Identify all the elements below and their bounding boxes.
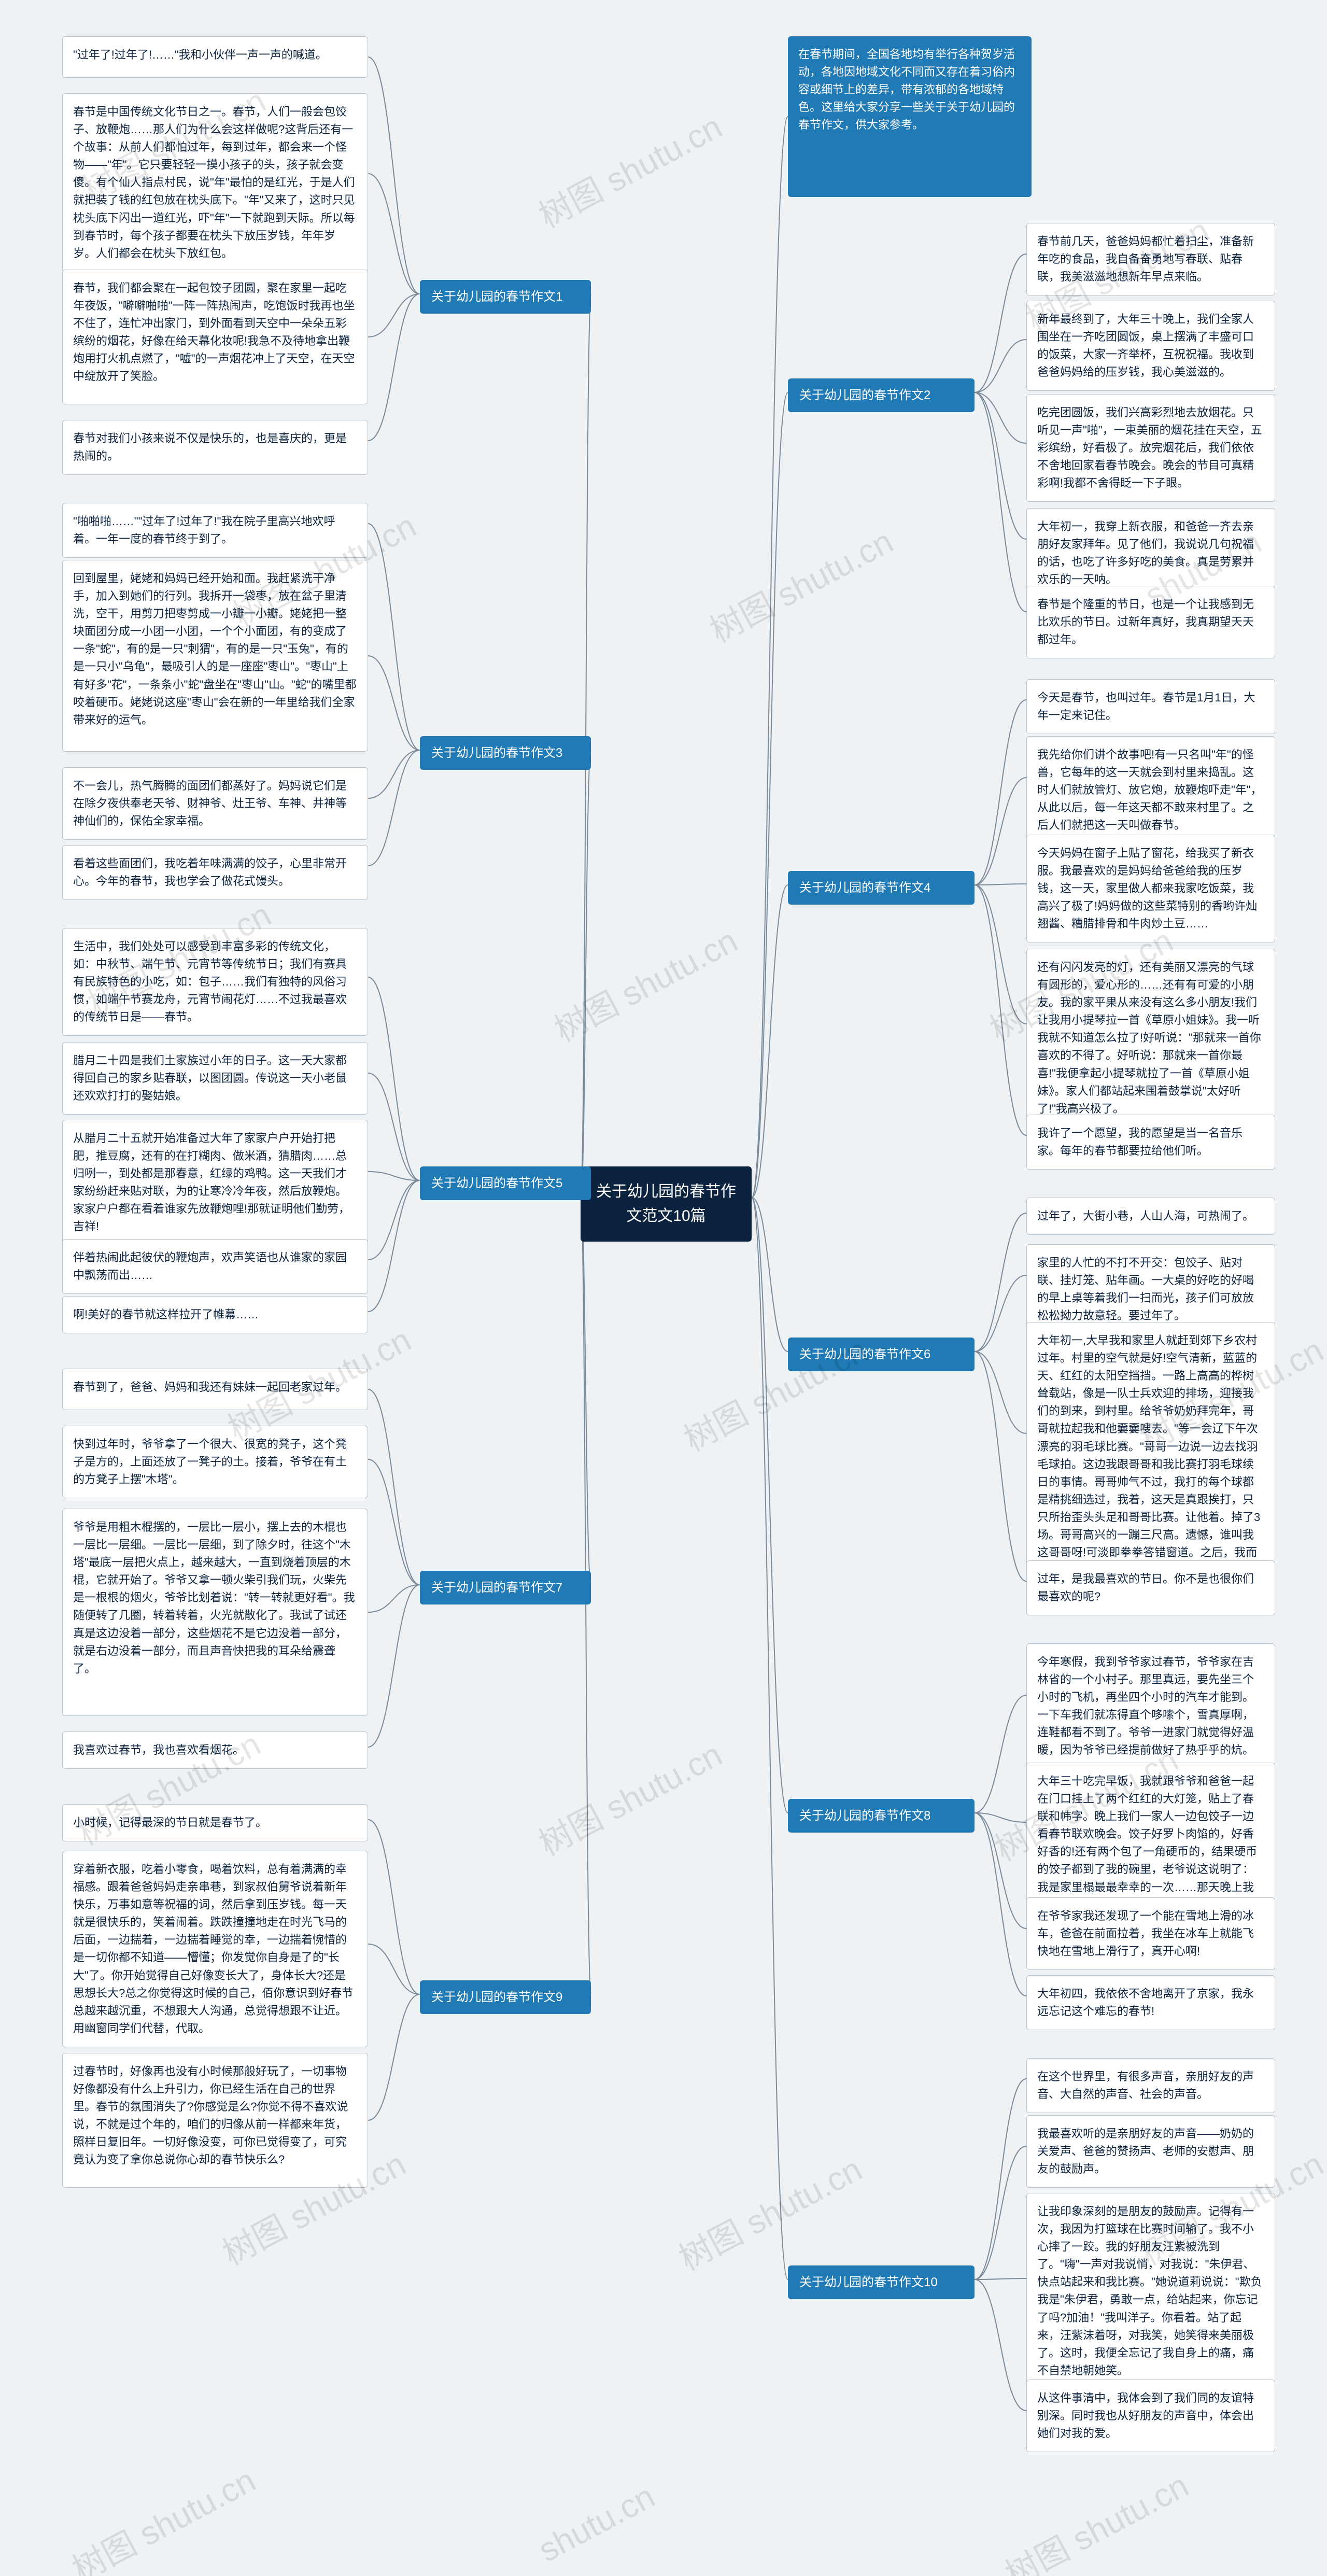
- leaf-left-2-4: 啊!美好的春节就这样拉开了帷幕……: [62, 1296, 368, 1333]
- topic-right-0: 关于幼儿园的春节作文2: [788, 378, 975, 412]
- leaf-right-4-2: 让我印象深刻的是朋友的鼓励声。记得有一次，我因为打篮球在比赛时间输了。我不小心摔…: [1026, 2193, 1275, 2389]
- leaf-left-4-0: 小时候，记得最深的节日就是春节了。: [62, 1804, 368, 1841]
- leaf-right-1-0: 今天是春节，也叫过年。春节是1月1日，大年一定来记住。: [1026, 679, 1275, 734]
- watermark-19: shutu.cn: [532, 2477, 661, 2570]
- leaf-right-2-3: 过年，是我最喜欢的节日。你不是也很你们最喜欢的呢?: [1026, 1560, 1275, 1615]
- topic-right-3: 关于幼儿园的春节作文8: [788, 1799, 975, 1833]
- leaf-left-3-1: 快到过年时，爷爷拿了一个很大、很宽的凳子，这个凳子是方的，上面还放了一凳子的土。…: [62, 1426, 368, 1498]
- leaf-right-0-2: 吃完团圆饭，我们兴高彩烈地去放烟花。只听见一声"啪"，一束美丽的烟花挂在天空，五…: [1026, 394, 1275, 502]
- watermark-13: 树图 shutu.cn: [529, 1728, 729, 1865]
- leaf-left-4-2: 过春节时，好像再也没有小时候那般好玩了，一切事物好像都没有什么上升引力，你已经生…: [62, 2053, 368, 2188]
- leaf-right-4-1: 我最喜欢听的是亲朋好友的声音——奶奶的关爱声、爸爸的赞扬声、老师的安慰声、朋友的…: [1026, 2115, 1275, 2188]
- leaf-right-1-2: 今天妈妈在窗子上贴了窗花，给我买了新衣服。我最喜欢的是妈妈给爸爸给我的压岁钱，这…: [1026, 835, 1275, 942]
- leaf-right-1-1: 我先给你们讲个故事吧!有一只名叫"年"的怪兽，它每年的这一天就会到村里来捣乱。这…: [1026, 736, 1275, 844]
- leaf-left-0-0: "过年了!过年了!……"我和小伙伴一声一声的喊道。: [62, 36, 368, 78]
- leaf-right-3-0: 今年寒假，我到爷爷家过春节，爷爷家在吉林省的一个小村子。那里真远，要先坐三个小时…: [1026, 1643, 1275, 1769]
- intro-node: 在春节期间，全国各地均有举行各种贺岁活动，各地因地域文化不同而又存在着习俗内容或…: [788, 36, 1032, 197]
- topic-left-0: 关于幼儿园的春节作文1: [420, 280, 591, 314]
- leaf-left-4-1: 穿着新衣服，吃着小零食，喝着饮料，总有着满满的幸福感。跟着爸爸妈妈走亲串巷，到家…: [62, 1851, 368, 2047]
- leaf-left-2-3: 伴着热闹此起彼伏的鞭炮声，欢声笑语也从谁家的家园中飘荡而出……: [62, 1239, 368, 1294]
- leaf-right-0-3: 大年初一，我穿上新衣服，和爸爸一齐去亲朋好友家拜年。见了他们，我说说几句祝福的话…: [1026, 508, 1275, 598]
- topic-right-4: 关于幼儿园的春节作文10: [788, 2265, 975, 2299]
- topic-left-3: 关于幼儿园的春节作文7: [420, 1571, 591, 1604]
- leaf-right-3-2: 在爷爷家我还发现了一个能在雪地上滑的冰车，爸爸在前面拉着，我坐在冰车上就能飞快地…: [1026, 1897, 1275, 1970]
- leaf-left-3-2: 爷爷是用粗木棍摆的，一层比一层小，摆上去的木棍也一层比一层细。一层比一层细，到了…: [62, 1509, 368, 1716]
- leaf-right-1-4: 我许了一个愿望，我的愿望是当一名音乐家。每年的春节都要拉给他们听。: [1026, 1115, 1275, 1170]
- leaf-left-0-2: 春节，我们都会聚在一起包饺子团圆，聚在家里一起吃年夜饭，"噼噼啪啪"一阵一阵热闹…: [62, 270, 368, 404]
- leaf-right-4-0: 在这个世界里，有很多声音，亲朋好友的声音、大自然的声音、社会的声音。: [1026, 2058, 1275, 2113]
- leaf-left-2-0: 生活中，我们处处可以感受到丰富多彩的传统文化，如：中秋节、端午节、元宵节等传统节…: [62, 928, 368, 1036]
- watermark-1: 树图 shutu.cn: [529, 101, 729, 237]
- leaf-left-1-1: 回到屋里，姥姥和妈妈已经开始和面。我赶紧洗干净手，加入到她们的行列。我拆开一袋枣…: [62, 560, 368, 752]
- topic-right-1: 关于幼儿园的春节作文4: [788, 871, 975, 905]
- watermark-16: 树图 shutu.cn: [669, 2143, 869, 2279]
- center-node: 关于幼儿园的春节作文范文10篇: [581, 1166, 752, 1242]
- watermark-18: 树图 shutu.cn: [63, 2454, 263, 2576]
- leaf-right-4-3: 从这件事清中，我体会到了我们同的友谊特别深。同时我也从好朋友的声音中，体会出她们…: [1026, 2380, 1275, 2452]
- leaf-left-1-0: "啪啪啪……""过年了!过年了!"我在院子里高兴地欢呼着。一年一度的春节终于到了…: [62, 503, 368, 558]
- leaf-left-2-1: 腊月二十四是我们土家族过小年的日子。这一天大家都得回自己的家乡贴春联，以图团圆。…: [62, 1042, 368, 1115]
- leaf-right-2-2: 大年初一,大早我和家里人就赶到郊下乡农村过年。村里的空气就是好!空气清新，蓝蓝的…: [1026, 1322, 1275, 1589]
- leaf-right-0-4: 春节是个隆重的节日，也是一个让我感到无比欢乐的节日。过新年真好，我真期望天天都过…: [1026, 586, 1275, 658]
- leaf-left-0-1: 春节是中国传统文化节日之一。春节，人们一般会包饺子、放鞭炮……那人们为什么会这样…: [62, 93, 368, 272]
- leaf-left-3-3: 我喜欢过春节，我也喜欢看烟花。: [62, 1732, 368, 1769]
- leaf-right-2-1: 家里的人忙的不打不开交：包饺子、贴对联、挂灯笼、贴年画。一大桌的好吃的好喝的早上…: [1026, 1244, 1275, 1334]
- leaf-right-0-0: 春节前几天，爸爸妈妈都忙着扫尘，准备新年吃的食品，我自备奋勇地写春联、贴春联，我…: [1026, 223, 1275, 295]
- watermark-7: 树图 shutu.cn: [545, 914, 745, 1051]
- leaf-left-0-3: 春节对我们小孩来说不仅是快乐的，也是喜庆的，更是热闹的。: [62, 420, 368, 475]
- leaf-right-2-0: 过年了，大街小巷，人山人海，可热闹了。: [1026, 1198, 1275, 1235]
- topic-left-1: 关于幼儿园的春节作文3: [420, 736, 591, 770]
- leaf-right-1-3: 还有闪闪发亮的灯，还有美丽又漂亮的气球有圆形的，爱心形的……还有有可爱的小朋友。…: [1026, 949, 1275, 1128]
- topic-right-2: 关于幼儿园的春节作文6: [788, 1338, 975, 1371]
- topic-left-2: 关于幼儿园的春节作文5: [420, 1166, 591, 1200]
- leaf-left-2-2: 从腊月二十五就开始准备过大年了家家户户开始打把肥，推豆腐，还有的在打糊肉、做米酒…: [62, 1120, 368, 1246]
- watermark-4: 树图 shutu.cn: [700, 515, 900, 652]
- leaf-left-1-2: 不一会儿，热气腾腾的面团们都蒸好了。妈妈说它们是在除夕夜供奉老天爷、财神爷、灶王…: [62, 767, 368, 840]
- leaf-right-0-1: 新年最终到了，大年三十晚上，我们全家人围坐在一齐吃团圆饭，桌上摆满了丰盛可口的饭…: [1026, 301, 1275, 391]
- watermark-20: 树图 shutu.cn: [996, 2459, 1196, 2576]
- leaf-left-1-3: 看着这些面团们，我吃着年味满满的饺子，心里非常开心。今年的春节，我也学会了做花式…: [62, 845, 368, 900]
- topic-left-4: 关于幼儿园的春节作文9: [420, 1980, 591, 2014]
- leaf-left-3-0: 春节到了，爸爸、妈妈和我还有妹妹一起回老家过年。: [62, 1369, 368, 1410]
- leaf-right-3-3: 大年初四，我依依不舍地离开了京家，我永远忘记这个难忘的春节!: [1026, 1975, 1275, 2030]
